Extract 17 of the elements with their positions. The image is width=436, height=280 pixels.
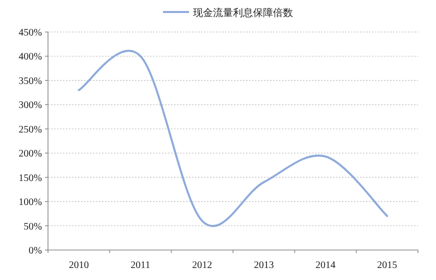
- x-tick-label: 2012: [192, 260, 212, 271]
- x-tick-label: 2015: [377, 260, 398, 271]
- y-tick-label: 150%: [18, 172, 42, 184]
- y-tick-label: 250%: [18, 124, 42, 136]
- x-tick-label: 2014: [316, 260, 336, 271]
- x-tick-label: 2013: [254, 260, 274, 271]
- y-tick-label: 50%: [24, 221, 42, 232]
- y-tick-label: 0%: [28, 246, 42, 256]
- y-tick-label: 200%: [18, 148, 42, 160]
- y-tick-label: 350%: [18, 76, 42, 87]
- y-tick-label: 400%: [18, 52, 42, 63]
- y-tick-label: 450%: [18, 28, 42, 38]
- x-tick-label: 2010: [68, 260, 89, 271]
- y-tick-label: 300%: [18, 100, 42, 112]
- x-tick-label: 2011: [130, 260, 150, 271]
- y-tick-label: 100%: [18, 197, 42, 208]
- legend-label: 现金流量利息保障倍数: [193, 7, 293, 19]
